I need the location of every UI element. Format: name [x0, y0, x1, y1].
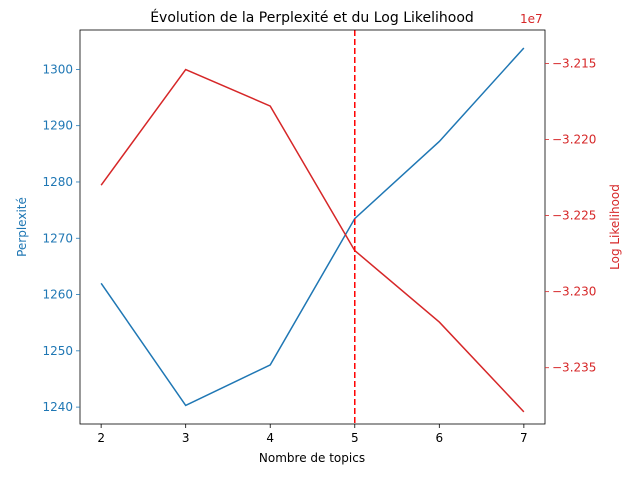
right-axis-offset-text: 1e7 — [520, 12, 543, 26]
x-axis: 2 3 4 5 6 7 — [97, 424, 528, 445]
log-likelihood-line — [100, 68, 525, 413]
left-y-tick-label: 1270 — [42, 231, 73, 245]
left-y-tick-label: 1240 — [42, 400, 73, 414]
right-y-tick-label: −3.220 — [552, 133, 596, 147]
left-y-tick-label: 1260 — [42, 288, 73, 302]
x-tick-label: 7 — [520, 431, 528, 445]
left-y-tick-label: 1290 — [42, 119, 73, 133]
x-axis-label: Nombre de topics — [259, 451, 365, 465]
x-tick-label: 6 — [435, 431, 443, 445]
left-y-tick-label: 1300 — [42, 62, 73, 76]
left-y-axis: 1240 1250 1260 1270 1280 1290 1300 — [42, 62, 80, 414]
plot-area — [79, 29, 546, 425]
right-y-axis: −3.235 −3.230 −3.225 −3.220 −3.215 — [545, 56, 596, 375]
plot-frame — [79, 29, 546, 425]
left-y-axis-label: Perplexité — [15, 197, 29, 257]
x-tick-label: 3 — [182, 431, 190, 445]
right-y-tick-label: −3.230 — [552, 285, 596, 299]
x-tick-label: 4 — [266, 431, 274, 445]
right-y-tick-label: −3.225 — [552, 209, 596, 223]
chart-title: Évolution de la Perplexité et du Log Lik… — [150, 9, 474, 26]
right-y-tick-label: −3.215 — [552, 56, 596, 70]
x-tick-label: 2 — [97, 431, 105, 445]
right-y-tick-label: −3.235 — [552, 361, 596, 375]
left-y-tick-label: 1280 — [42, 175, 73, 189]
perplexity-line — [100, 47, 525, 407]
x-tick-label: 5 — [351, 431, 359, 445]
left-y-tick-label: 1250 — [42, 344, 73, 358]
right-y-axis-label: Log Likelihood — [608, 184, 622, 270]
